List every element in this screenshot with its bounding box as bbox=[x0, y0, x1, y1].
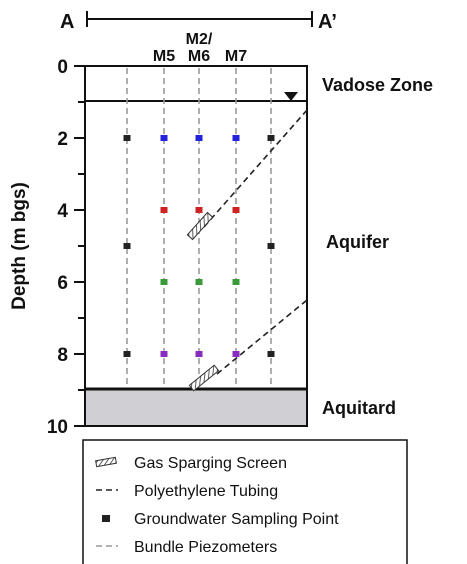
legend-label-groundwater-sampling-point: Groundwater Sampling Point bbox=[134, 511, 339, 528]
groundwater-sampling-point bbox=[123, 135, 131, 141]
groundwater-sampling-point bbox=[232, 351, 240, 357]
polyethylene-tubing-upper bbox=[203, 109, 308, 228]
groundwater-sampling-point bbox=[232, 279, 240, 285]
groundwater-sampling-point bbox=[267, 135, 275, 141]
bundle-piezometers bbox=[126, 68, 272, 387]
legend-label-polyethylene-tubing: Polyethylene Tubing bbox=[134, 483, 278, 500]
y-axis-tick-label: 6 bbox=[57, 273, 68, 294]
y-axis-tick-label: 0 bbox=[57, 57, 68, 78]
section-start-label: A bbox=[60, 11, 74, 33]
groundwater-sampling-point bbox=[195, 135, 203, 141]
groundwater-sampling-point bbox=[160, 135, 168, 141]
legend: Gas Sparging Screen Polyethylene Tubing … bbox=[82, 439, 408, 564]
section-line: A A’ bbox=[60, 11, 337, 33]
groundwater-sampling-point bbox=[195, 279, 203, 285]
legend-label-gas-sparging-screen: Gas Sparging Screen bbox=[134, 455, 287, 472]
well-label-m7: M7 bbox=[225, 48, 247, 65]
aquitard-layer bbox=[85, 389, 307, 426]
well-group-label: M2/ bbox=[186, 31, 213, 48]
gas-sparging-screen-icon bbox=[95, 456, 117, 468]
zone-label-aquitard: Aquitard bbox=[322, 398, 396, 418]
legend-label-bundle-piezometers: Bundle Piezometers bbox=[134, 539, 277, 556]
well-label-m6: M6 bbox=[188, 48, 210, 65]
y-axis-tick-label: 10 bbox=[47, 417, 68, 438]
groundwater-sampling-point bbox=[123, 243, 131, 249]
groundwater-sampling-point bbox=[232, 207, 240, 213]
gas-sparging-screen-lower bbox=[188, 364, 220, 392]
groundwater-sampling-point bbox=[195, 351, 203, 357]
legend-box bbox=[82, 439, 408, 564]
y-axis-ticks: 0 2 4 6 8 10 bbox=[47, 57, 85, 438]
y-axis-tick-label: 2 bbox=[57, 129, 68, 150]
groundwater-sampling-point bbox=[267, 243, 275, 249]
water-table-icon bbox=[284, 92, 298, 101]
gas-sparging-screen-upper bbox=[186, 211, 214, 241]
groundwater-sampling-point bbox=[123, 351, 131, 357]
zone-label-vadose: Vadose Zone bbox=[322, 75, 433, 95]
groundwater-sampling-points bbox=[123, 135, 275, 357]
groundwater-sampling-point bbox=[267, 351, 275, 357]
zone-label-aquifer: Aquifer bbox=[326, 232, 389, 252]
groundwater-sampling-point bbox=[232, 135, 240, 141]
groundwater-sampling-point bbox=[160, 279, 168, 285]
groundwater-sampling-point-icon bbox=[102, 515, 110, 522]
polyethylene-tubing-lower bbox=[216, 299, 308, 375]
y-axis-tick-label: 4 bbox=[57, 201, 68, 222]
section-end-label: A’ bbox=[318, 11, 337, 33]
groundwater-sampling-point bbox=[160, 207, 168, 213]
y-axis-title: Depth (m bgs) bbox=[9, 182, 30, 310]
y-axis-tick-label: 8 bbox=[57, 345, 68, 366]
well-label-m5: M5 bbox=[153, 48, 175, 65]
groundwater-sampling-point bbox=[160, 351, 168, 357]
groundwater-sampling-point bbox=[195, 207, 203, 213]
